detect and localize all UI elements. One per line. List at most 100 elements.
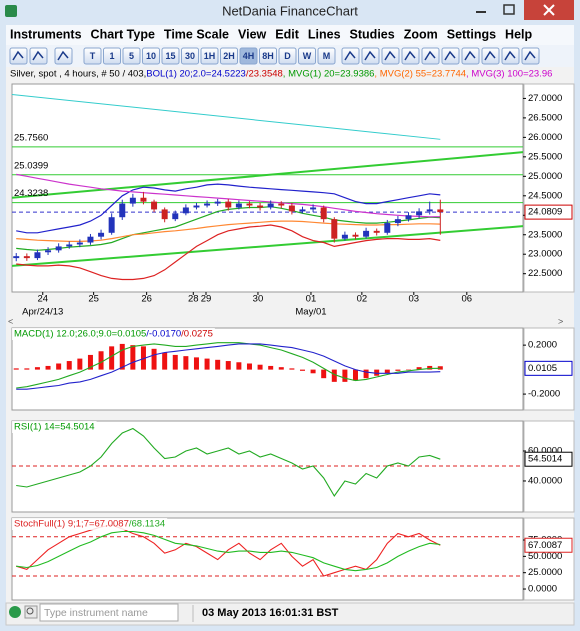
macd-bar xyxy=(384,369,390,374)
last-value-label: 54.5014 xyxy=(528,454,562,465)
y-tick-label: -0.2000 xyxy=(528,389,560,400)
candle-body xyxy=(87,236,94,243)
candle-body xyxy=(66,244,73,247)
candle-body xyxy=(257,205,264,208)
maximize-button[interactable] xyxy=(495,0,523,20)
timescale-label: D xyxy=(284,51,291,61)
macd-bar xyxy=(193,357,199,370)
menu-item[interactable]: Time Scale xyxy=(164,27,229,41)
panel-label: /0.0275 xyxy=(181,329,213,340)
tool-icon[interactable] xyxy=(361,47,380,65)
status-datetime: 03 May 2013 16:01:31 BST xyxy=(202,607,339,619)
y-tick-label: 25.0000 xyxy=(528,171,562,182)
scroll-left[interactable]: < xyxy=(8,316,13,326)
scroll-right[interactable]: > xyxy=(558,316,563,326)
macd-bar xyxy=(321,369,327,379)
tool-icon[interactable] xyxy=(501,47,520,65)
candle-body xyxy=(341,234,348,239)
tool-icon[interactable] xyxy=(421,47,440,65)
macd-bar xyxy=(299,369,305,371)
timescale-button[interactable] xyxy=(259,47,277,65)
series-line xyxy=(16,427,441,498)
macd-bar xyxy=(374,369,380,376)
candle-body xyxy=(55,246,62,251)
tool-icon-glyph xyxy=(404,50,416,61)
tool-icon[interactable] xyxy=(401,47,420,65)
timescale-button[interactable] xyxy=(142,47,160,65)
menu-item[interactable]: Settings xyxy=(447,27,496,41)
timescale-button[interactable] xyxy=(122,47,141,65)
maximize-icon xyxy=(503,4,515,15)
candle-body xyxy=(373,230,380,233)
panel-label: RSI(1) 14=54.5014 xyxy=(14,422,95,433)
timescale-label: 8H xyxy=(262,51,274,61)
menu-item[interactable]: Zoom xyxy=(404,27,438,41)
menu-item[interactable]: View xyxy=(238,27,267,41)
candle-body xyxy=(129,197,136,204)
tool-icon[interactable] xyxy=(341,47,360,65)
tool-icon[interactable] xyxy=(381,47,400,65)
tool-icon[interactable] xyxy=(9,47,28,65)
axis-area xyxy=(523,83,575,293)
timescale-button[interactable] xyxy=(239,47,258,65)
timescale-button[interactable] xyxy=(200,47,219,65)
menu-item[interactable]: Instruments xyxy=(10,27,82,41)
candle-body xyxy=(225,201,232,208)
macd-bar xyxy=(13,368,19,370)
panel-label-bg xyxy=(12,518,168,530)
menu-item[interactable]: Lines xyxy=(308,27,341,41)
timescale-button[interactable] xyxy=(298,47,316,65)
candle-body xyxy=(161,209,168,220)
candle-body xyxy=(394,219,401,224)
candle-body xyxy=(288,205,295,212)
macd-bar xyxy=(87,354,93,370)
macd-bar xyxy=(395,369,401,371)
x-tick-label: 06 xyxy=(462,294,473,305)
y-tick-label: 24.5000 xyxy=(528,190,562,201)
tool-icon-glyph xyxy=(384,50,396,61)
menu-item[interactable]: Studies xyxy=(350,27,395,41)
tool-icon[interactable] xyxy=(29,47,48,65)
panel-label-bg xyxy=(12,328,215,340)
menu-item[interactable]: Chart Type xyxy=(91,27,155,41)
macd-plot xyxy=(13,342,443,390)
timescale-label: 4H xyxy=(243,51,255,61)
tool-icon-glyph xyxy=(464,50,476,61)
macd-bar xyxy=(352,369,358,381)
macd-bar xyxy=(109,346,115,370)
instrument-input[interactable] xyxy=(39,603,179,622)
app-icon xyxy=(5,5,17,17)
macd-bar xyxy=(278,367,284,370)
panel-label: /68.1134 xyxy=(129,519,165,530)
menu-item[interactable]: Edit xyxy=(275,27,299,41)
timescale-button[interactable] xyxy=(317,47,336,65)
timescale-label: 1H xyxy=(204,51,216,61)
timescale-button[interactable] xyxy=(161,47,180,65)
timescale-button[interactable] xyxy=(220,47,238,65)
timescale-button[interactable] xyxy=(181,47,199,65)
candle-body xyxy=(98,232,105,237)
tool-icon[interactable] xyxy=(461,47,480,65)
level-label: 24.3238 xyxy=(14,188,48,199)
tool-icon[interactable] xyxy=(54,47,73,65)
macd-bar xyxy=(406,369,412,371)
minimize-button[interactable] xyxy=(467,0,495,20)
candle-body xyxy=(140,197,147,202)
tool-icon[interactable] xyxy=(521,47,540,65)
search-glass xyxy=(26,607,34,615)
tool-icon[interactable] xyxy=(481,47,500,65)
panel-label: StochFull(1) 9;1;7=67.0087 xyxy=(14,519,129,530)
x-tick-label: 24 xyxy=(37,294,48,305)
x-tick-label: 01 xyxy=(306,294,317,305)
panel-label: /-0.0170 xyxy=(146,329,181,340)
info-text: Silver, spot , 4 hours, # 50 / 403, xyxy=(10,69,146,80)
timescale-button[interactable] xyxy=(103,47,121,65)
timescale-button[interactable] xyxy=(278,47,297,65)
candle-body xyxy=(352,234,359,237)
tool-icon[interactable] xyxy=(441,47,460,65)
y-tick-label: 0.0000 xyxy=(528,584,557,595)
y-tick-label: 23.0000 xyxy=(528,249,562,260)
timescale-button[interactable] xyxy=(83,47,102,65)
menu-item[interactable]: Help xyxy=(505,27,532,41)
candle-body xyxy=(151,201,158,210)
